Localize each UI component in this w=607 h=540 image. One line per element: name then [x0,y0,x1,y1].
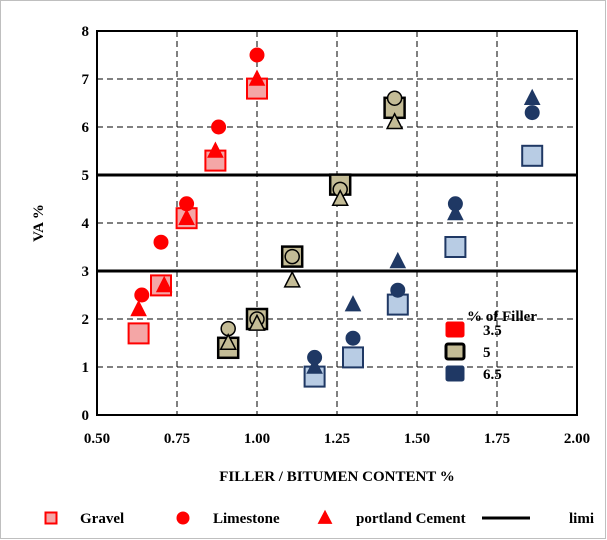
filler-legend-title: % of Filler [467,309,537,325]
filler-legend-swatch [445,365,465,382]
grid [97,31,577,415]
filler-legend-label: 5 [483,345,491,361]
x-tick-label: 0.75 [164,431,190,447]
legend-label: portland Cement [356,511,466,527]
portland-cement-point [130,299,147,317]
legend-label: Limestone [213,511,280,527]
legend-circle-marker [176,511,190,525]
data-marks [127,47,544,388]
gravel-point [127,322,150,345]
x-tick-label: 1.50 [404,431,430,447]
portland-cement-point [219,332,237,351]
x-tick-label: 0.50 [84,431,110,447]
plot-border [96,30,578,416]
filler-legend: % of Filler 3.5 5 6.5 [444,309,537,383]
portland-cement-point [248,313,266,331]
y-tick-label: 6 [82,120,90,136]
filler-legend-swatch [444,342,466,361]
limestone-point [153,234,169,250]
gravel-point [521,144,544,167]
gravel-point [444,236,467,258]
portland-cement-point [344,295,362,312]
portland-cement-point [331,188,349,207]
filler-legend-label: 6.5 [483,367,502,383]
portland-cement-point [306,357,323,374]
filler-legend-swatch [445,321,465,338]
legend-label: Gravel [80,511,124,527]
portland-cement-point [385,112,404,130]
portland-cement-point [207,141,224,158]
limestone-point [345,330,361,346]
gravel-point [342,346,364,369]
x-tick-label: 1.25 [324,431,350,447]
x-tick-label: 2.00 [564,431,590,447]
portland-cement-point [178,208,195,225]
y-tick-label: 4 [82,216,90,232]
portland-cement-point [283,270,301,288]
y-tick-label: 0 [82,408,90,424]
limestone-point [211,119,227,135]
limestone-point [134,287,150,303]
filler-legend-label: 3.5 [483,323,502,339]
limestone-point [390,282,406,298]
tick-labels: 0.50 0.75 1.00 1.25 1.50 1.75 2.00 0 1 2 3 4 5 6 7 8 [82,24,591,447]
legend-label: limi [569,511,594,527]
x-tick-label: 1.75 [484,431,510,447]
y-tick-label: 1 [82,360,90,376]
limestone-point [386,90,403,106]
y-tick-label: 5 [82,168,90,184]
x-tick-label: 1.00 [244,431,270,447]
limestone-point [524,105,540,121]
portland-cement-point [248,69,266,86]
y-tick-label: 7 [82,72,90,88]
portland-cement-point [389,251,407,269]
limestone-point [284,248,300,265]
portland-cement-point [155,275,173,293]
legend-square-marker [44,511,58,525]
y-tick-label: 2 [82,312,90,328]
y-axis-title: VA % [31,204,47,242]
portland-cement-point [523,88,541,105]
portland-cement-point [447,203,464,221]
y-tick-label: 8 [82,24,90,40]
legend-triangle-marker [317,509,333,524]
x-axis-title: FILLER / BITUMEN CONTENT % [219,469,455,485]
bottom-legend: Gravel Limestone portland Cement limi [44,509,594,527]
limestone-point [249,47,265,63]
y-tick-label: 3 [82,264,90,280]
